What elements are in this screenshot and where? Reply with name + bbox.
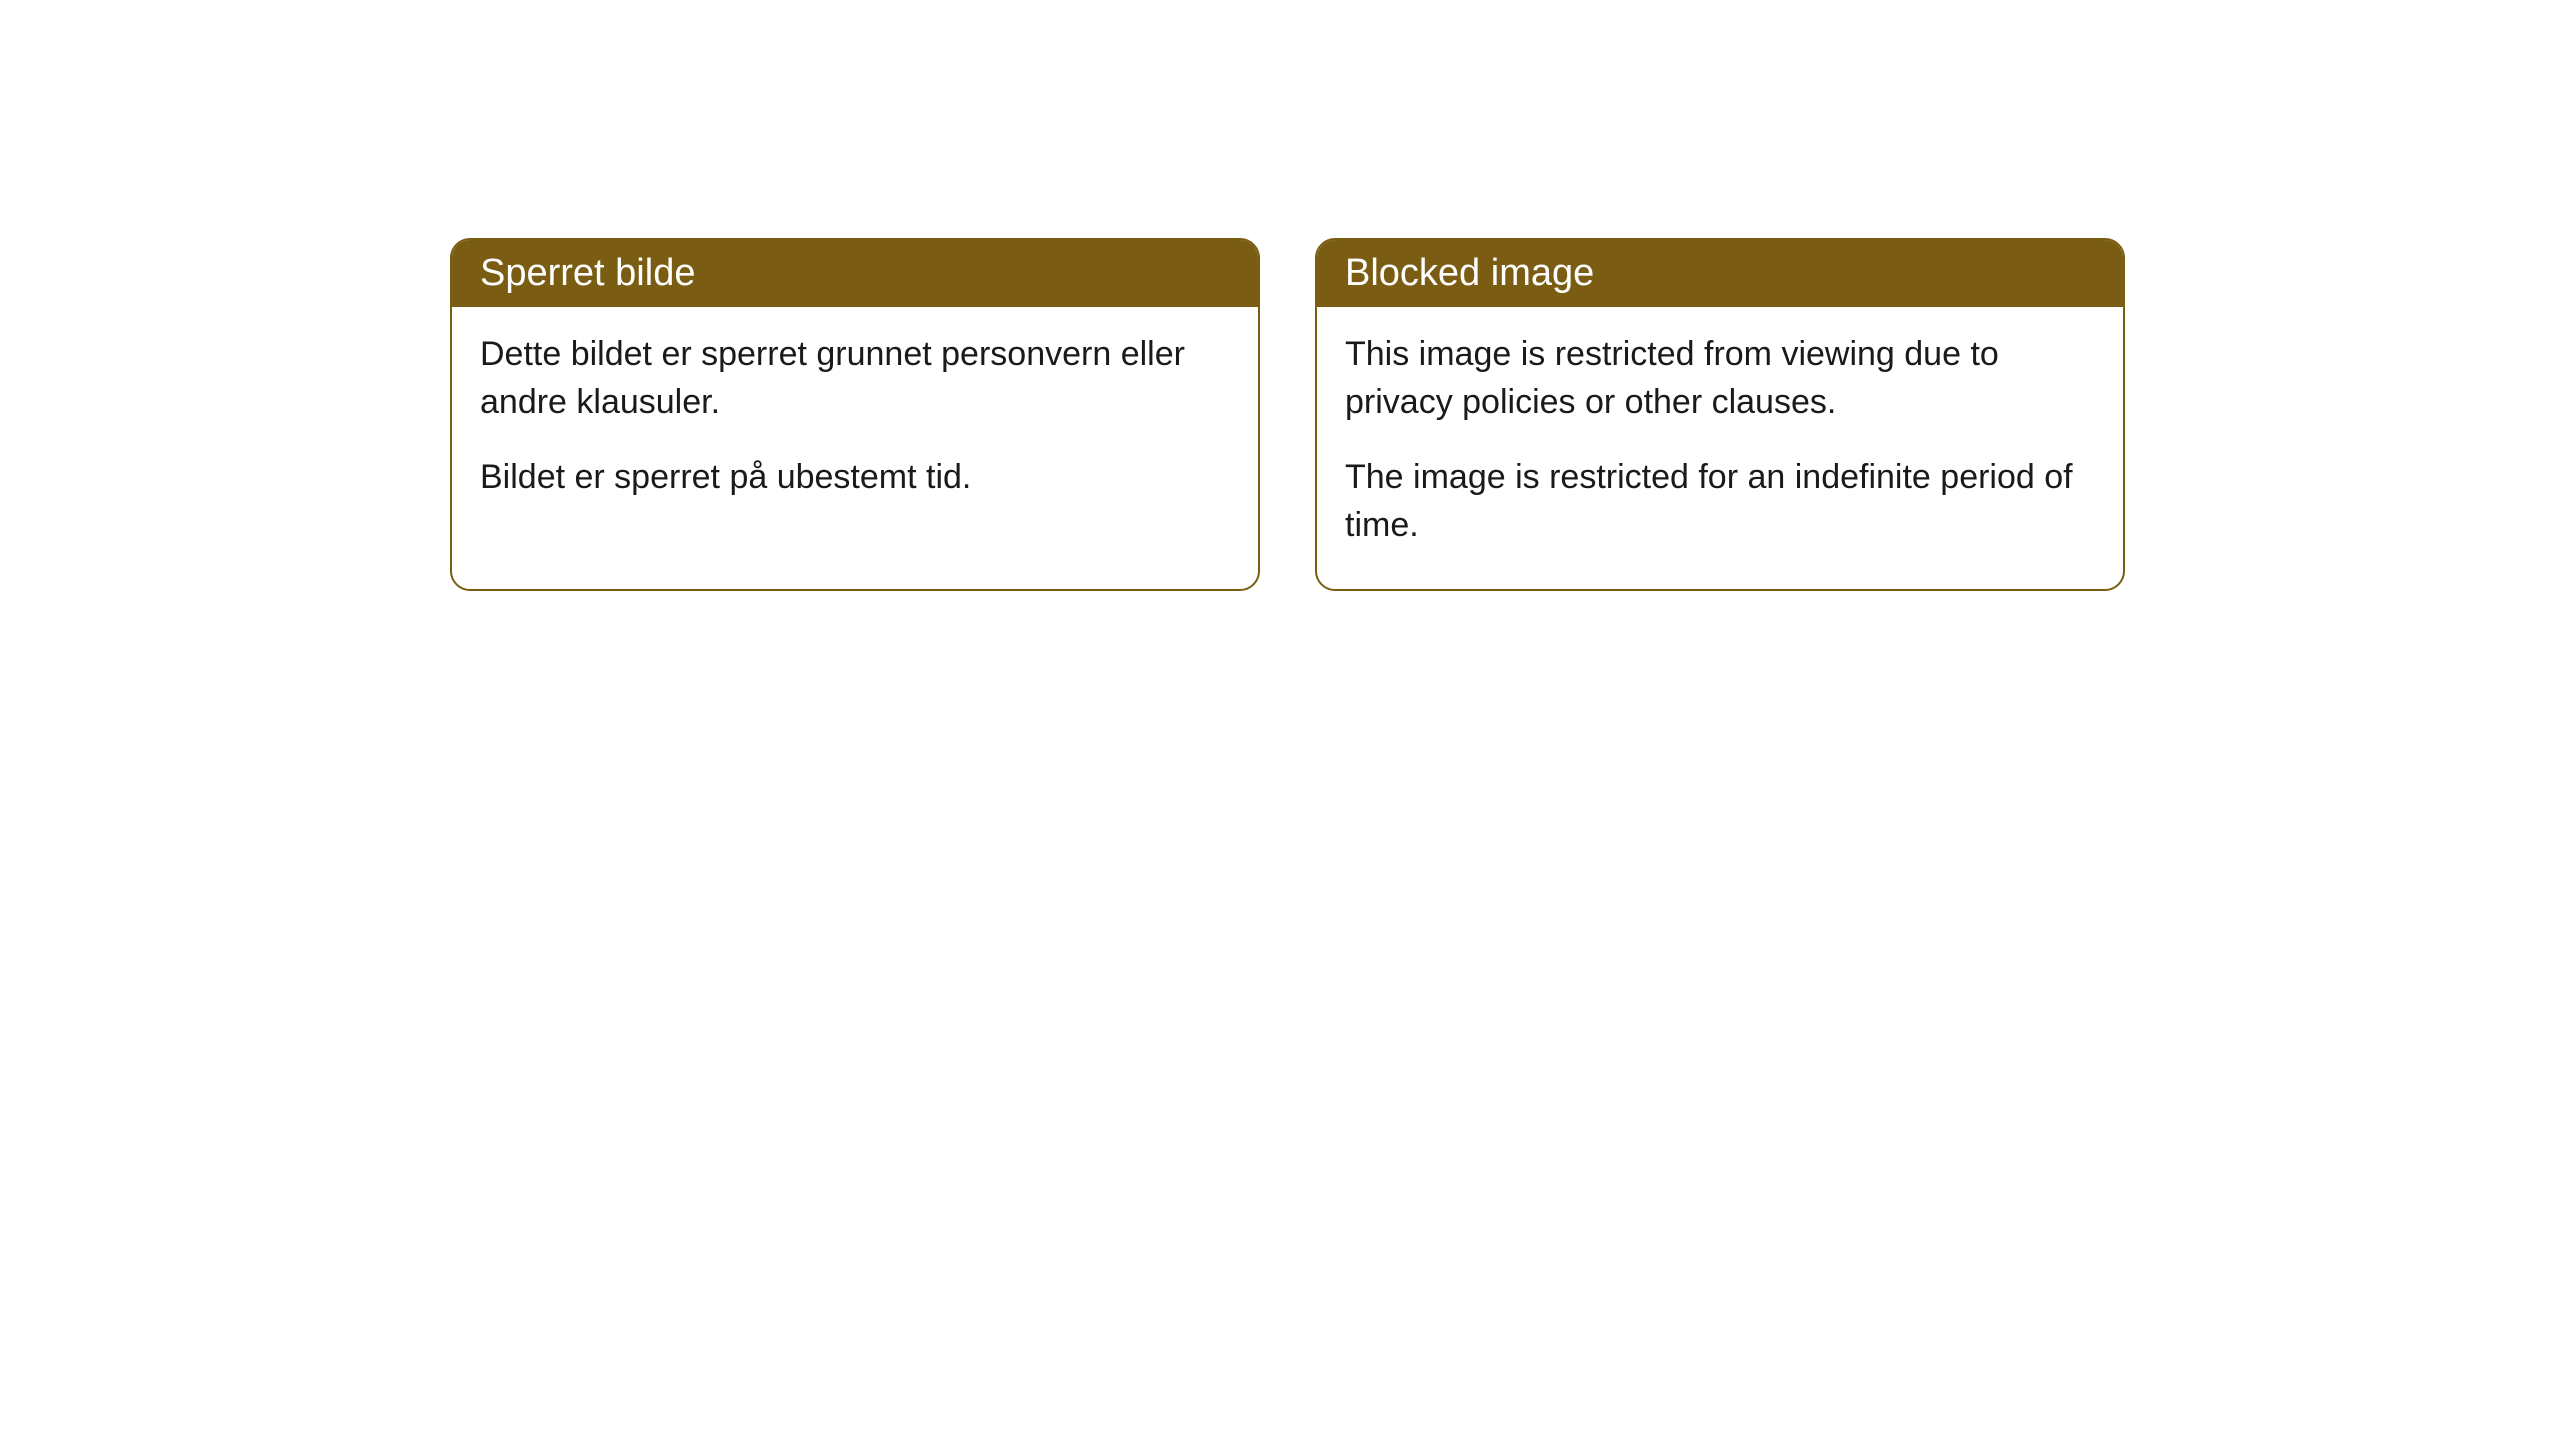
card-paragraph: Dette bildet er sperret grunnet personve… [480, 331, 1230, 426]
card-paragraph: The image is restricted for an indefinit… [1345, 454, 2095, 549]
card-title-norwegian: Sperret bilde [452, 240, 1258, 307]
card-body-english: This image is restricted from viewing du… [1317, 307, 2123, 589]
notice-card-english: Blocked image This image is restricted f… [1315, 238, 2125, 591]
card-title-english: Blocked image [1317, 240, 2123, 307]
card-body-norwegian: Dette bildet er sperret grunnet personve… [452, 307, 1258, 542]
card-paragraph: Bildet er sperret på ubestemt tid. [480, 454, 1230, 502]
card-paragraph: This image is restricted from viewing du… [1345, 331, 2095, 426]
notice-cards-container: Sperret bilde Dette bildet er sperret gr… [450, 238, 2125, 591]
notice-card-norwegian: Sperret bilde Dette bildet er sperret gr… [450, 238, 1260, 591]
